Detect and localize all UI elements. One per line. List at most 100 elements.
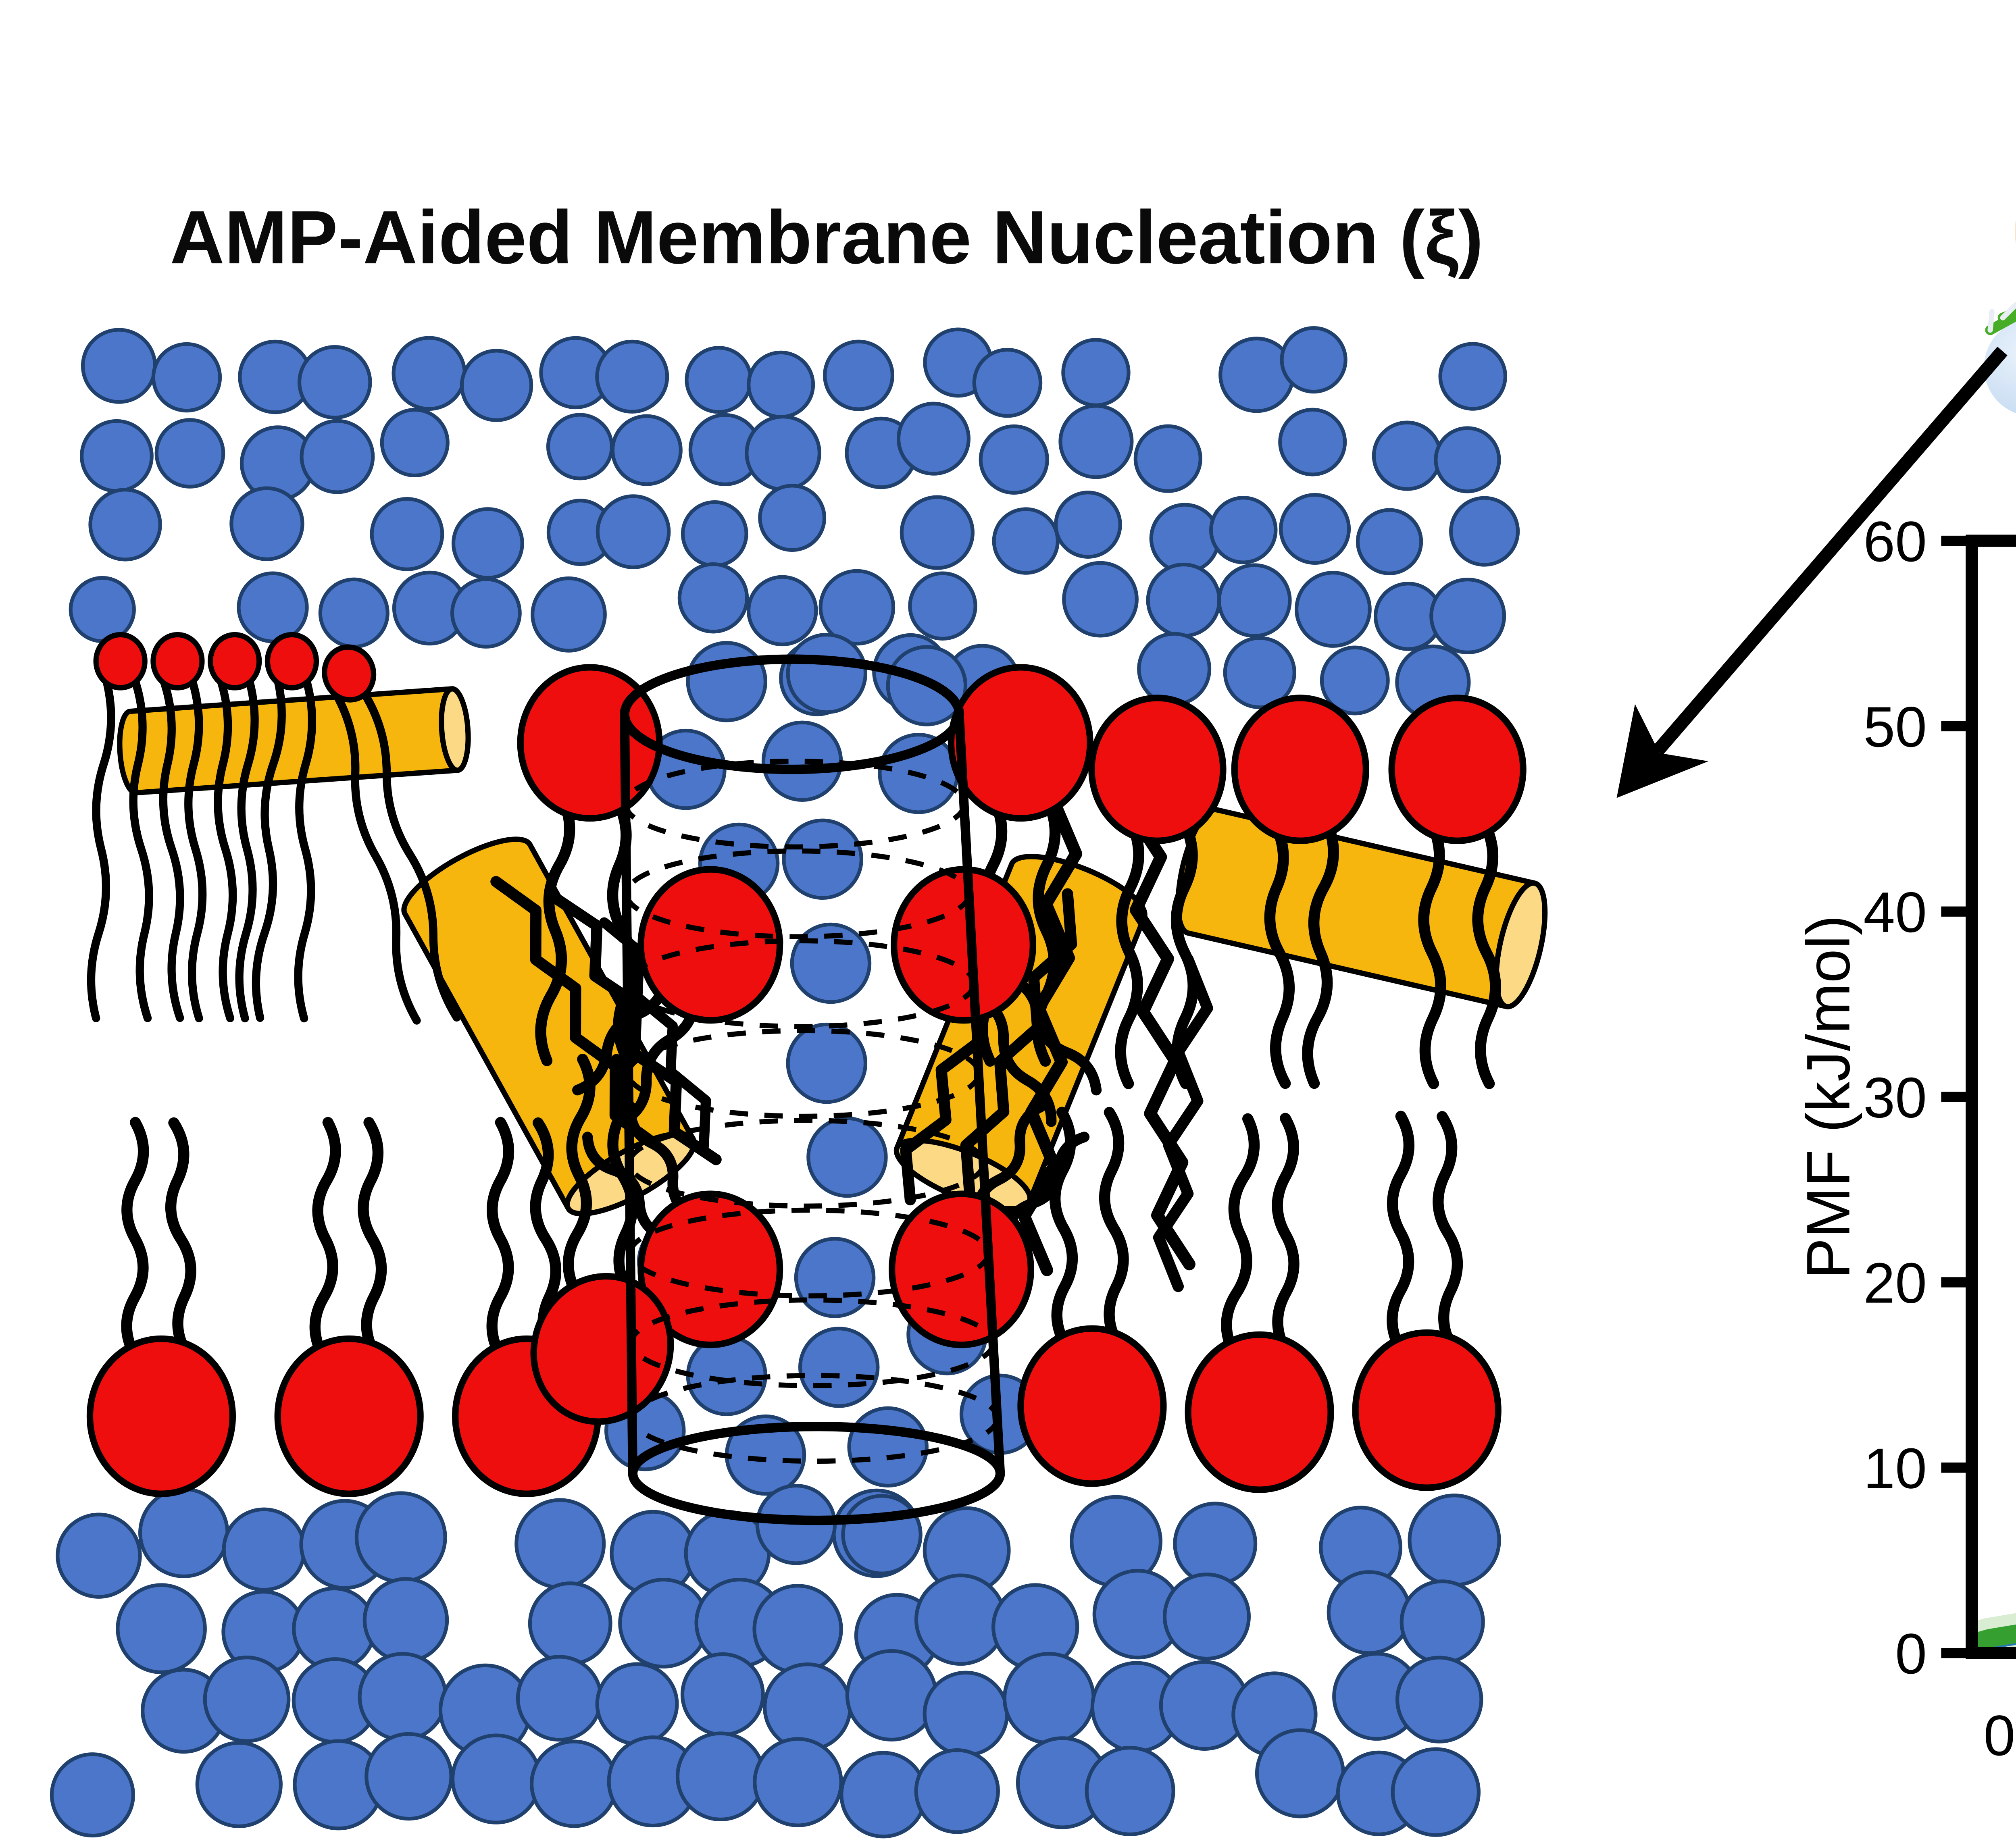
water-molecule [203, 1656, 291, 1743]
lipid-tail [535, 794, 575, 1066]
water-molecule [1146, 562, 1221, 638]
water-molecule [1356, 508, 1423, 575]
lipid-tail [562, 1054, 596, 1298]
water-molecule [1395, 1656, 1483, 1743]
water-molecule [1137, 632, 1212, 706]
peptide-cylinder-cap [1493, 880, 1548, 1009]
water-molecule [1320, 645, 1390, 716]
lipid-head [891, 866, 1036, 1024]
coarse-grained-beads [1984, 219, 2016, 414]
y-tick-label: 50 [1863, 695, 1927, 759]
lipid-tail [184, 675, 207, 1023]
water-molecule [1002, 1652, 1095, 1745]
peptide-cylinder-body [897, 864, 1144, 1202]
water-molecule [1408, 1494, 1501, 1587]
lipid-tail [1472, 817, 1501, 1089]
water-molecule [618, 1578, 709, 1669]
water-molecule [237, 571, 309, 643]
water-molecule [794, 1237, 876, 1318]
water-molecule [358, 1652, 448, 1742]
water-molecule [746, 575, 818, 647]
water-molecule [529, 1739, 618, 1828]
water-molecule [745, 415, 821, 491]
peptide-cylinder-body [130, 689, 458, 793]
lipid-head [1352, 1329, 1502, 1491]
water-molecule [516, 1655, 603, 1742]
lipid-tail [165, 1117, 196, 1361]
water-molecule [450, 1733, 542, 1824]
water-molecule [610, 414, 683, 486]
water-molecule [675, 1731, 766, 1822]
peptide-tail-zigzag [1123, 802, 1195, 1271]
water-molecule [845, 1649, 938, 1742]
water-molecule [900, 495, 975, 570]
water-molecule [116, 1583, 207, 1674]
molecule-to-membrane-arrow [1616, 347, 2008, 798]
lipid-tail [617, 992, 700, 1127]
water-molecule [841, 1494, 923, 1575]
water-molecule [88, 488, 162, 562]
y-tick-label: 40 [1863, 881, 1927, 944]
pmf-chart: 0.20.40.60.81.00102030405060Nucleation C… [1795, 510, 2016, 1768]
water-molecule [514, 1498, 606, 1589]
water-molecule [154, 418, 225, 489]
water-molecule [1391, 1747, 1481, 1837]
lipid-head [1088, 695, 1227, 844]
water-molecule [531, 576, 607, 653]
water-molecule [1149, 503, 1220, 574]
water-molecule [364, 1732, 453, 1821]
water-molecule [763, 1662, 852, 1752]
series-band-dmpc [1974, 1615, 2016, 1651]
arrow-shaft [1652, 347, 2008, 755]
water-molecule [229, 486, 304, 561]
water-molecule [823, 339, 895, 411]
water-molecule [380, 408, 450, 478]
x-tick-label: 0.2 [1983, 1704, 2016, 1768]
water-molecule [686, 641, 767, 722]
pore-walls [620, 718, 1005, 1474]
y-tick-label: 60 [1863, 510, 1927, 574]
water-molecule [1294, 571, 1372, 648]
arrow-head [1616, 704, 1709, 798]
water-molecule [450, 577, 522, 649]
peptide-tail-zigzag [490, 876, 661, 1150]
water-molecule [992, 507, 1060, 575]
water-molecule [1429, 578, 1506, 654]
water-molecule [80, 419, 154, 493]
lipid-tail [974, 992, 1057, 1127]
water-molecule [1054, 491, 1122, 559]
peptide-tail-zigzag [550, 892, 722, 1165]
water-molecule [1434, 426, 1501, 493]
lipid-head [322, 644, 377, 703]
lipid-tail [572, 972, 671, 1096]
pore-top-opening [620, 654, 964, 774]
y-tick-label: 20 [1863, 1252, 1927, 1315]
water-molecule [914, 1573, 1007, 1666]
plot-area [1974, 1613, 2016, 1651]
lipid-tail [358, 1117, 387, 1361]
water-molecule [392, 336, 467, 411]
water-molecule [1223, 636, 1296, 709]
water-molecule [680, 1652, 765, 1737]
pore-bottom-opening [628, 1422, 1005, 1525]
water-molecule [1449, 496, 1520, 567]
bead-tan [2014, 219, 2016, 244]
y-tick-label: 30 [1863, 1066, 1927, 1130]
water-molecule [297, 345, 372, 420]
lipid-tail [1302, 817, 1339, 1089]
water-molecule [685, 346, 753, 414]
water-molecule [292, 1586, 376, 1671]
water-molecule [138, 1487, 229, 1578]
water-molecule [923, 1670, 1009, 1757]
lipid-tail [1170, 817, 1199, 1089]
water-molecule [1162, 1573, 1251, 1661]
lipid-tail [1264, 817, 1295, 1089]
lipid-tail [252, 675, 286, 1022]
water-molecule [1058, 404, 1134, 479]
y-axis-label: PMF (kJ/mol) [1795, 915, 1863, 1279]
series-band-8mel [1974, 1613, 2016, 1651]
water-molecule [370, 497, 444, 571]
page-title: AMP-Aided Membrane Nucleation (ξ) [170, 196, 1484, 280]
water-molecule [798, 1327, 880, 1408]
water-field-bottom [50, 1487, 1501, 1839]
